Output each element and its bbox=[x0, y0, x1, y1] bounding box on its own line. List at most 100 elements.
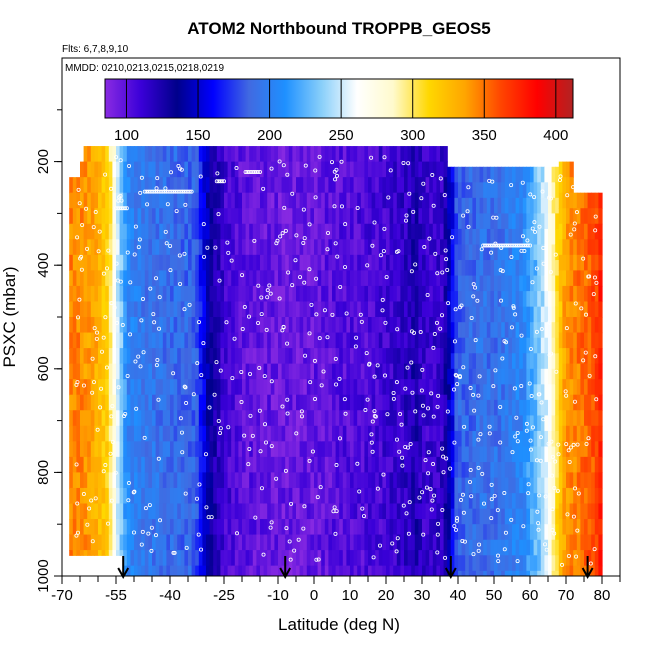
heatmap-cell bbox=[544, 260, 549, 277]
heatmap-cell bbox=[170, 456, 175, 473]
heatmap-cell bbox=[335, 456, 340, 473]
heatmap-cell bbox=[245, 534, 250, 551]
heatmap-cell bbox=[105, 550, 110, 556]
heatmap-cell bbox=[411, 270, 416, 287]
sample-point bbox=[534, 458, 539, 463]
heatmap-cell bbox=[400, 208, 405, 225]
heatmap-cell bbox=[591, 317, 596, 334]
heatmap-cell bbox=[231, 270, 236, 287]
heatmap-cell bbox=[396, 519, 401, 536]
heatmap-cell bbox=[310, 363, 315, 380]
heatmap-cell bbox=[249, 317, 254, 334]
heatmap-cell bbox=[126, 565, 131, 576]
heatmap-cell bbox=[69, 239, 74, 256]
heatmap-cell bbox=[292, 348, 297, 365]
heatmap-cell bbox=[335, 192, 340, 209]
heatmap-cell bbox=[476, 539, 481, 556]
heatmap-cell bbox=[108, 348, 113, 365]
heatmap-cell bbox=[357, 410, 362, 427]
heatmap-cell bbox=[378, 223, 383, 240]
heatmap-cell bbox=[173, 239, 178, 256]
heatmap-cell bbox=[580, 192, 585, 209]
heatmap-cell bbox=[202, 270, 207, 287]
heatmap-cell bbox=[573, 425, 578, 442]
sample-point bbox=[296, 537, 301, 542]
heatmap-cell bbox=[472, 399, 477, 417]
heatmap-cell bbox=[486, 182, 491, 199]
heatmap-cell bbox=[260, 177, 265, 194]
heatmap-cell bbox=[353, 456, 358, 473]
heatmap-cell bbox=[400, 472, 405, 489]
sample-point bbox=[528, 447, 533, 452]
sample-point bbox=[383, 320, 388, 325]
sample-point bbox=[543, 494, 548, 499]
heatmap-cell bbox=[458, 555, 463, 572]
sample-point bbox=[94, 336, 99, 341]
heatmap-cell bbox=[281, 301, 286, 318]
heatmap-cell bbox=[270, 379, 275, 396]
heatmap-cell bbox=[357, 456, 362, 473]
heatmap-cell bbox=[112, 503, 117, 520]
heatmap-cell bbox=[162, 317, 167, 334]
sample-point bbox=[184, 401, 189, 406]
sample-point bbox=[436, 521, 441, 526]
heatmap-cell bbox=[436, 348, 441, 365]
sample-point bbox=[90, 539, 95, 544]
heatmap-cell bbox=[162, 239, 167, 256]
heatmap-cell bbox=[566, 441, 571, 458]
heatmap-cell bbox=[551, 508, 556, 525]
y-tick-label: 400 bbox=[35, 253, 52, 278]
heatmap-cell bbox=[112, 177, 117, 194]
sample-point bbox=[434, 320, 439, 325]
sample-point bbox=[573, 486, 578, 491]
heatmap-cell bbox=[486, 166, 491, 183]
heatmap-cell bbox=[508, 446, 513, 463]
heatmap-cell bbox=[519, 477, 524, 494]
heatmap-cell bbox=[562, 379, 567, 396]
heatmap-cell bbox=[155, 425, 160, 442]
heatmap-cell bbox=[404, 565, 409, 576]
heatmap-cell bbox=[382, 301, 387, 318]
heatmap-cell bbox=[350, 394, 355, 411]
heatmap-cell bbox=[486, 555, 491, 572]
heatmap-cell bbox=[508, 508, 513, 525]
heatmap-cell bbox=[332, 363, 337, 380]
heatmap-cell bbox=[418, 456, 423, 473]
heatmap-cell bbox=[591, 503, 596, 520]
heatmap-cell bbox=[256, 270, 261, 287]
heatmap-cell bbox=[267, 425, 272, 442]
heatmap-cell bbox=[83, 456, 88, 473]
heatmap-cell bbox=[443, 487, 448, 505]
heatmap-cell bbox=[234, 519, 239, 536]
heatmap-cell bbox=[83, 519, 88, 536]
heatmap-cell bbox=[436, 239, 441, 256]
heatmap-cell bbox=[260, 487, 265, 505]
sample-point bbox=[240, 327, 245, 332]
heatmap-cell bbox=[461, 322, 466, 339]
heatmap-cell bbox=[166, 379, 171, 396]
heatmap-cell bbox=[83, 161, 88, 178]
heatmap-cell bbox=[476, 260, 481, 277]
heatmap-cell bbox=[562, 177, 567, 194]
heatmap-cell bbox=[468, 306, 473, 323]
heatmap-cell bbox=[566, 456, 571, 473]
heatmap-cell bbox=[450, 213, 455, 230]
sample-point bbox=[421, 181, 426, 186]
sample-point bbox=[430, 498, 435, 503]
heatmap-cell bbox=[587, 317, 592, 334]
heatmap-cell bbox=[411, 534, 416, 551]
heatmap-cell bbox=[90, 379, 95, 396]
heatmap-cell bbox=[328, 348, 333, 365]
heatmap-cell bbox=[544, 291, 549, 308]
heatmap-cell bbox=[162, 487, 167, 505]
heatmap-cell bbox=[101, 519, 106, 536]
heatmap-cell bbox=[461, 275, 466, 292]
sample-point bbox=[515, 430, 520, 435]
heatmap-cell bbox=[98, 270, 103, 287]
heatmap-cell bbox=[458, 244, 463, 261]
heatmap-cell bbox=[105, 161, 110, 178]
sample-point bbox=[564, 393, 569, 398]
heatmap-cell bbox=[101, 472, 106, 489]
heatmap-cell bbox=[155, 192, 160, 209]
heatmap-cell bbox=[569, 363, 574, 380]
